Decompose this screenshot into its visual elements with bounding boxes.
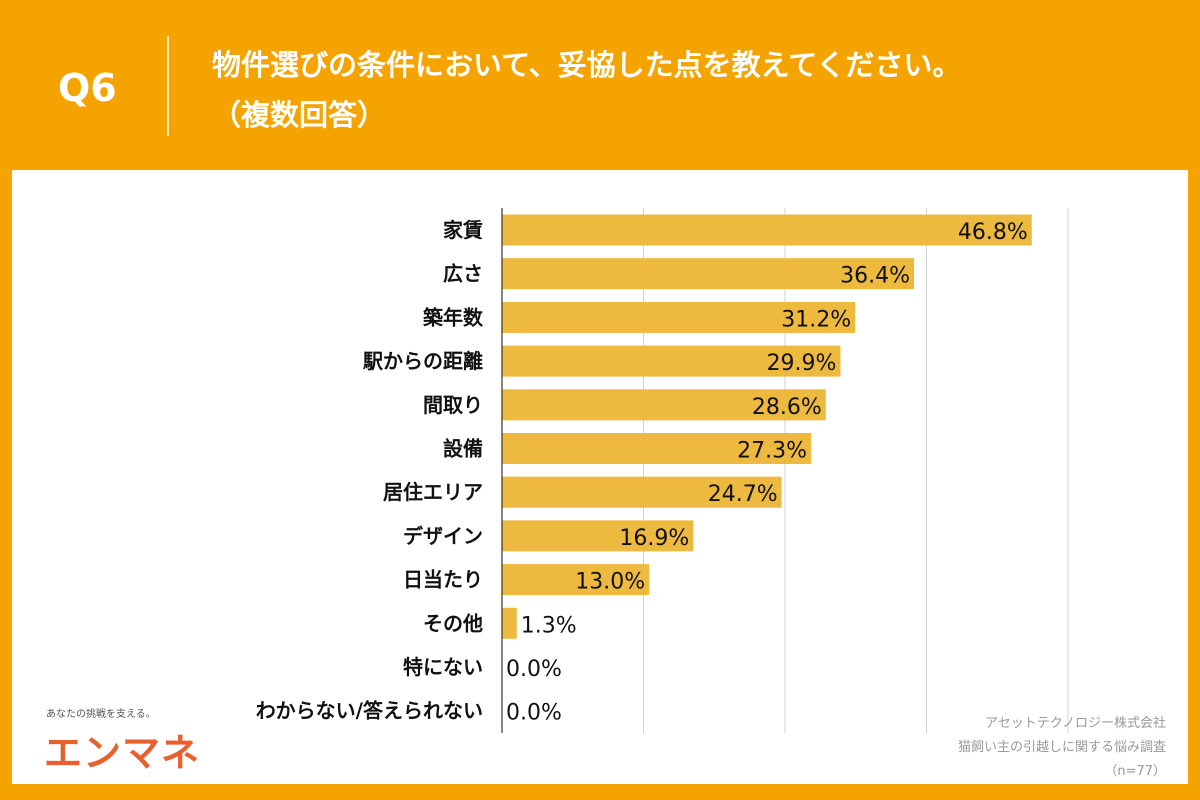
category-label: 設備 (443, 437, 483, 461)
question-number: Q6 (58, 66, 117, 110)
category-label: 特にない (403, 655, 483, 679)
chart-title: 物件選びの条件において、妥協した点を教えてください。 （複数回答） (212, 40, 961, 140)
data-label: 29.9% (767, 351, 837, 376)
source-survey: 猫飼い主の引越しに関する悩み調査 (957, 740, 1166, 755)
bar (502, 301, 856, 333)
category-label: その他 (423, 611, 483, 635)
bar (502, 389, 826, 421)
data-label: 0.0% (506, 657, 562, 682)
category-label: 間取り (423, 393, 483, 417)
sample-size: （n=77） (1104, 764, 1166, 779)
bar (502, 520, 694, 552)
enmane-logo: エンマネ (44, 731, 201, 775)
category-label: 築年数 (422, 305, 484, 329)
data-label: 28.6% (752, 395, 822, 420)
bar (502, 258, 915, 290)
data-label: 13.0% (575, 570, 645, 595)
source-company: アセットテクノロジー株式会社 (985, 716, 1166, 731)
data-label: 46.8% (958, 220, 1028, 245)
bar (502, 564, 650, 596)
bar (502, 345, 841, 377)
data-label: 1.3% (521, 613, 577, 638)
category-label: 駅からの距離 (362, 349, 483, 373)
bar (502, 476, 782, 508)
category-label: わからない/答えられない (256, 699, 483, 723)
category-label: 家賃 (443, 218, 483, 242)
data-label: 27.3% (737, 439, 807, 464)
category-label: デザイン (403, 524, 483, 548)
header-divider (167, 36, 169, 136)
data-label: 31.2% (781, 307, 851, 332)
data-label: 24.7% (708, 482, 778, 507)
category-label: 日当たり (403, 568, 483, 592)
category-label: 広さ (443, 262, 483, 286)
data-label: 16.9% (619, 526, 689, 551)
logo-tagline: あなたの挑戦を支える。 (46, 709, 156, 720)
data-label: 0.0% (506, 701, 562, 726)
source-note: アセットテクノロジー株式会社 猫飼い主の引越しに関する悩み調査 （n=77） (958, 712, 1166, 784)
title-line-2: （複数回答） (212, 98, 387, 132)
bar (502, 214, 1032, 246)
title-line-1: 物件選びの条件において、妥協した点を教えてください。 (212, 48, 962, 82)
data-label: 36.4% (840, 264, 910, 289)
bar (502, 607, 517, 639)
bar (502, 433, 812, 464)
category-label: 居住エリア (383, 480, 483, 504)
